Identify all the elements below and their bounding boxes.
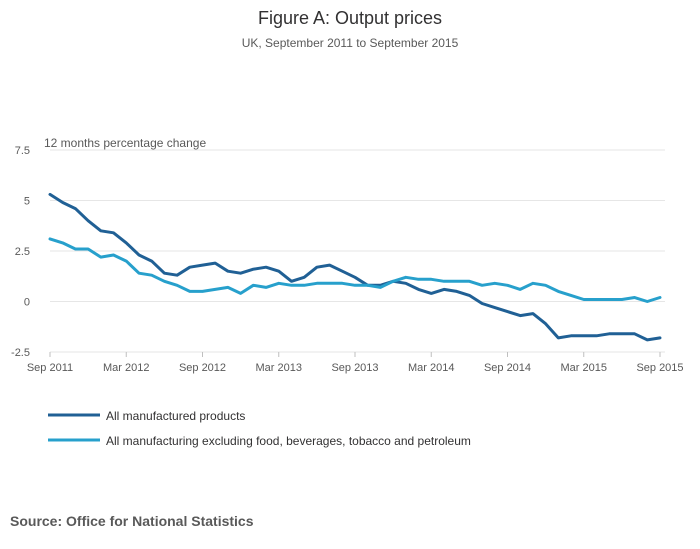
x-axis-ticks: Sep 2011 Mar 2012 Sep 2012 Mar 2013 Sep 2013…	[27, 352, 684, 374]
series-line-1	[48, 192, 662, 342]
x-tick-label: Mar 2015	[561, 362, 607, 374]
chart-subtitle: UK, September 2011 to September 2015	[242, 36, 459, 50]
x-tick-label: Sep 2013	[331, 362, 378, 374]
legend-label-series-2: All manufacturing excluding food, bevera…	[106, 434, 471, 448]
x-tick-label: Sep 2012	[179, 362, 226, 374]
x-tick-label: Mar 2012	[103, 362, 149, 374]
y-tick-label: -2.5	[11, 347, 30, 359]
y-tick-label: 5	[24, 196, 30, 208]
chart-title: Figure A: Output prices	[258, 8, 442, 28]
legend-label-series-1: All manufactured products	[106, 409, 245, 423]
y-axis-ticks: 7.5 5 2.5 0 -2.5	[11, 145, 30, 359]
legend: All manufactured products All manufactur…	[48, 409, 471, 448]
y-tick-label: 7.5	[15, 145, 30, 157]
x-tick-label: Sep 2014	[484, 362, 531, 374]
series-line-2	[48, 237, 662, 303]
source-note: Source: Office for National Statistics	[10, 513, 254, 529]
x-tick-label: Mar 2013	[256, 362, 302, 374]
y-tick-label: 2.5	[15, 246, 30, 258]
gridlines	[50, 149, 665, 353]
x-tick-label: Sep 2015	[636, 362, 683, 374]
y-axis-label: 12 months percentage change	[44, 136, 206, 150]
x-tick-label: Sep 2011	[27, 362, 73, 374]
x-tick-label: Mar 2014	[408, 362, 454, 374]
y-tick-label: 0	[24, 297, 30, 309]
series-lines	[48, 192, 662, 342]
